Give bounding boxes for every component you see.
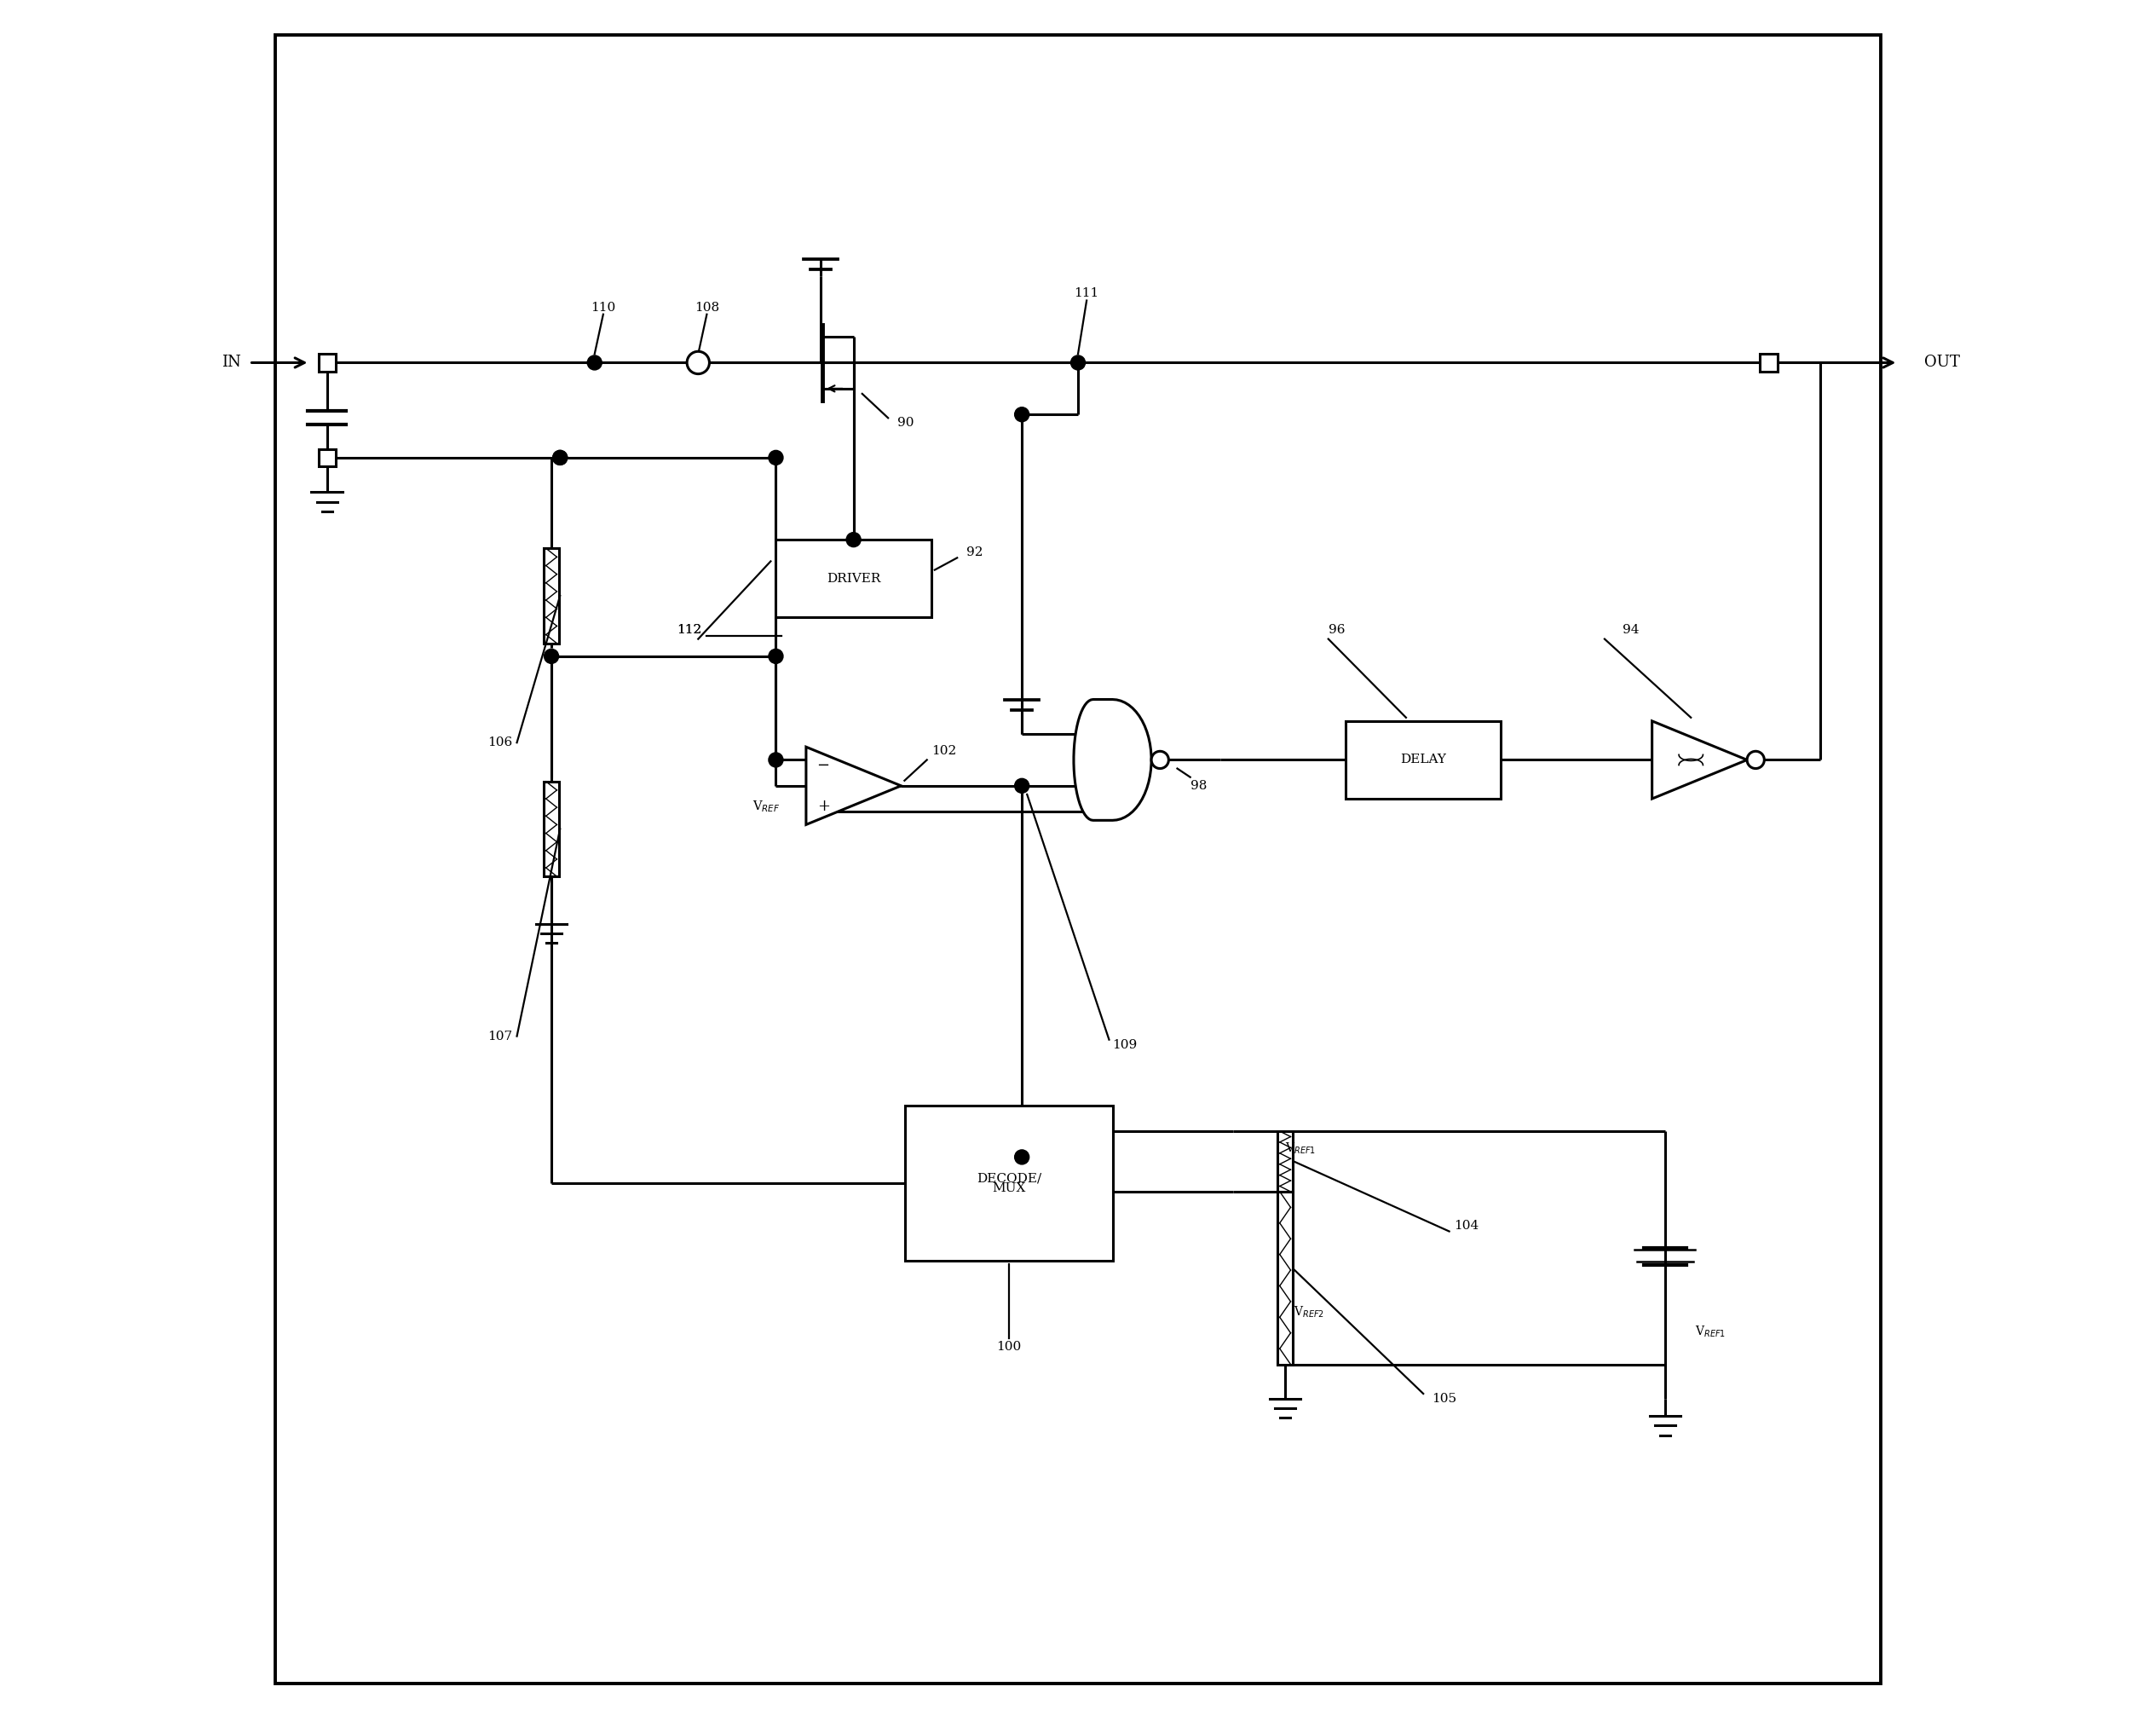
Text: 92: 92 xyxy=(966,547,983,558)
Bar xyxy=(543,781,558,877)
Bar xyxy=(776,539,931,617)
Bar xyxy=(1276,1192,1294,1364)
Text: 100: 100 xyxy=(996,1342,1022,1352)
Text: 102: 102 xyxy=(931,746,957,756)
Circle shape xyxy=(1015,779,1028,793)
Text: 110: 110 xyxy=(591,302,617,313)
Text: DECODE/: DECODE/ xyxy=(977,1173,1041,1185)
Circle shape xyxy=(1746,751,1764,769)
Polygon shape xyxy=(1074,699,1151,820)
Text: 107: 107 xyxy=(487,1031,511,1041)
Circle shape xyxy=(688,351,709,375)
Circle shape xyxy=(847,532,860,547)
Text: 111: 111 xyxy=(1074,288,1100,299)
Bar xyxy=(906,1105,1112,1261)
Text: 109: 109 xyxy=(1112,1040,1138,1050)
Bar xyxy=(1759,354,1777,371)
Bar xyxy=(1345,722,1501,798)
Text: 90: 90 xyxy=(897,418,914,428)
Text: 105: 105 xyxy=(1432,1394,1457,1404)
Circle shape xyxy=(543,649,558,663)
Text: 96: 96 xyxy=(1328,625,1345,636)
Text: −: − xyxy=(817,758,830,772)
Polygon shape xyxy=(806,746,901,826)
Circle shape xyxy=(1761,356,1777,370)
Text: 112: 112 xyxy=(677,625,703,636)
Text: 94: 94 xyxy=(1621,625,1639,636)
Text: V$_{REF1}$: V$_{REF1}$ xyxy=(1285,1142,1315,1155)
Text: DELAY: DELAY xyxy=(1401,755,1447,765)
Text: DRIVER: DRIVER xyxy=(826,573,880,584)
Text: 104: 104 xyxy=(1453,1221,1479,1231)
Text: V$_{REF2}$: V$_{REF2}$ xyxy=(1294,1306,1324,1319)
Bar xyxy=(1276,1131,1294,1192)
Text: 106: 106 xyxy=(487,737,513,748)
Circle shape xyxy=(1015,408,1028,421)
Text: V$_{REF1}$: V$_{REF1}$ xyxy=(1695,1325,1725,1340)
Bar xyxy=(319,449,336,466)
Circle shape xyxy=(319,451,334,465)
Circle shape xyxy=(768,753,783,767)
Text: 108: 108 xyxy=(694,302,720,313)
Circle shape xyxy=(552,451,567,465)
Circle shape xyxy=(768,649,783,663)
Text: MUX: MUX xyxy=(992,1181,1026,1193)
Text: IN: IN xyxy=(222,356,241,370)
Text: 98: 98 xyxy=(1190,781,1207,791)
Text: 112: 112 xyxy=(677,625,703,636)
Text: +: + xyxy=(817,800,830,813)
Circle shape xyxy=(552,451,567,465)
Text: V$_{REF}$: V$_{REF}$ xyxy=(752,800,780,813)
Bar xyxy=(543,549,558,644)
Circle shape xyxy=(690,356,705,370)
Circle shape xyxy=(1072,356,1084,370)
Circle shape xyxy=(319,356,334,370)
Bar xyxy=(319,354,336,371)
Text: OUT: OUT xyxy=(1923,356,1960,370)
Circle shape xyxy=(1761,356,1777,370)
Circle shape xyxy=(1151,751,1169,769)
Circle shape xyxy=(768,451,783,465)
Circle shape xyxy=(586,356,602,370)
Circle shape xyxy=(1015,1150,1028,1164)
Polygon shape xyxy=(1651,722,1746,798)
